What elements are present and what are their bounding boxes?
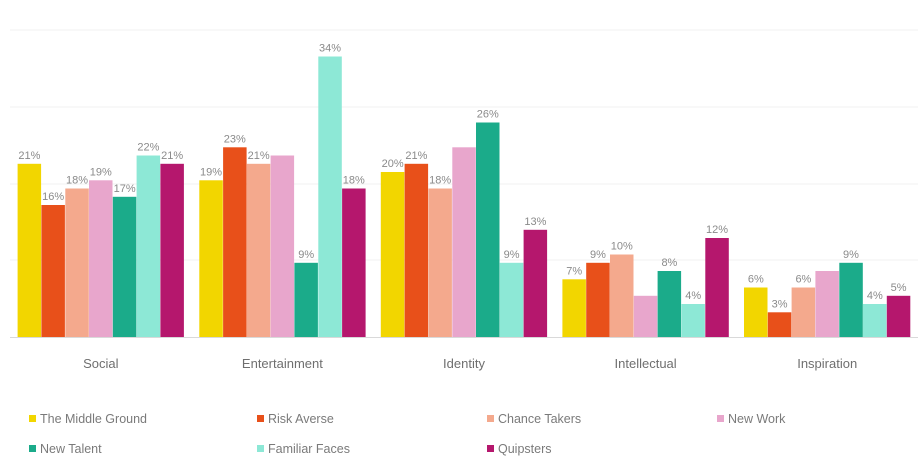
legend-item: New Talent	[29, 442, 102, 456]
data-label: 21%	[161, 150, 183, 162]
bar	[610, 254, 634, 337]
category-labels: Social Entertainment Identity Intellectual I…	[83, 356, 857, 371]
category-label: Entertainment	[242, 356, 323, 371]
data-label: 7%	[566, 265, 582, 277]
bar	[476, 122, 500, 337]
data-label: 4%	[867, 290, 883, 302]
data-label: 5%	[891, 282, 907, 294]
data-label: 19%	[200, 166, 222, 178]
bar	[523, 229, 548, 338]
data-label: 26%	[477, 109, 499, 121]
legend-item: The Middle Ground	[29, 412, 147, 426]
data-label: 9%	[590, 249, 606, 261]
legend-swatch	[257, 445, 264, 452]
bar	[815, 271, 839, 337]
data-label: 9%	[504, 249, 520, 261]
data-label: 13%	[524, 216, 546, 228]
data-label: 9%	[298, 249, 314, 261]
bars	[17, 56, 911, 338]
bar	[705, 238, 729, 337]
legend-swatch	[717, 415, 724, 422]
bar	[744, 287, 768, 337]
bar	[246, 163, 271, 338]
bar	[562, 279, 586, 338]
bar	[65, 188, 89, 337]
bar	[681, 304, 705, 337]
category-label: Social	[83, 356, 119, 371]
data-label: 4%	[685, 290, 701, 302]
data-label: 18%	[429, 175, 451, 187]
bar	[223, 147, 247, 338]
data-label: 21%	[18, 150, 40, 162]
data-label: 18%	[66, 175, 88, 187]
data-label: 18%	[343, 175, 365, 187]
data-label: 21%	[405, 150, 427, 162]
legend-label: Risk Averse	[268, 412, 334, 426]
bar	[863, 304, 887, 337]
bar	[633, 295, 658, 338]
bar	[160, 163, 184, 338]
data-label: 21%	[248, 150, 270, 162]
bar	[380, 172, 405, 337]
legend-item: New Work	[717, 412, 786, 426]
legend: The Middle Ground Risk Averse Chance Taker…	[29, 412, 786, 456]
legend-item: Familiar Faces	[257, 442, 350, 456]
data-label: 34%	[319, 43, 341, 55]
data-label: 20%	[382, 158, 404, 170]
bar	[318, 56, 342, 337]
bar	[791, 287, 816, 337]
data-label: 6%	[795, 274, 811, 286]
data-label: 6%	[748, 274, 764, 286]
category-label: Intellectual	[615, 356, 677, 371]
legend-label: Chance Takers	[498, 412, 581, 426]
bar	[586, 262, 610, 338]
bar	[452, 147, 476, 338]
bar	[270, 155, 295, 337]
bar	[767, 312, 792, 338]
category-label: Inspiration	[797, 356, 857, 371]
bar	[89, 180, 113, 338]
data-label: 17%	[114, 183, 136, 195]
bar	[41, 205, 65, 337]
legend-label: Familiar Faces	[268, 442, 350, 456]
data-label: 9%	[843, 249, 859, 261]
legend-swatch	[29, 415, 36, 422]
legend-item: Chance Takers	[487, 412, 581, 426]
bar	[112, 196, 137, 338]
data-label: 23%	[224, 133, 246, 145]
data-label: 22%	[137, 142, 159, 154]
data-label: 10%	[611, 241, 633, 253]
bar	[294, 262, 318, 338]
bar	[839, 262, 863, 338]
data-label: 19%	[90, 166, 112, 178]
bar	[17, 163, 42, 338]
category-label: Identity	[443, 356, 485, 371]
bar	[499, 262, 524, 338]
bar	[199, 180, 223, 338]
legend-swatch	[29, 445, 36, 452]
legend-label: New Talent	[40, 442, 102, 456]
legend-item: Risk Averse	[257, 412, 334, 426]
bar	[342, 188, 366, 337]
bar	[404, 163, 429, 338]
legend-label: New Work	[728, 412, 786, 426]
legend-swatch	[487, 415, 494, 422]
legend-swatch	[257, 415, 264, 422]
data-label: 8%	[661, 257, 677, 269]
legend-label: The Middle Ground	[40, 412, 147, 426]
legend-label: Quipsters	[498, 442, 552, 456]
value-labels: 21%16%18%19%17%22%21%19%23%21%9%34%18%20…	[18, 43, 906, 311]
bar	[657, 271, 682, 337]
bar	[886, 295, 911, 338]
legend-item: Quipsters	[487, 442, 552, 456]
data-label: 16%	[42, 191, 64, 203]
bar	[428, 188, 452, 337]
data-label: 3%	[772, 298, 788, 310]
data-label: 12%	[706, 224, 728, 236]
bar	[136, 155, 161, 337]
legend-swatch	[487, 445, 494, 452]
